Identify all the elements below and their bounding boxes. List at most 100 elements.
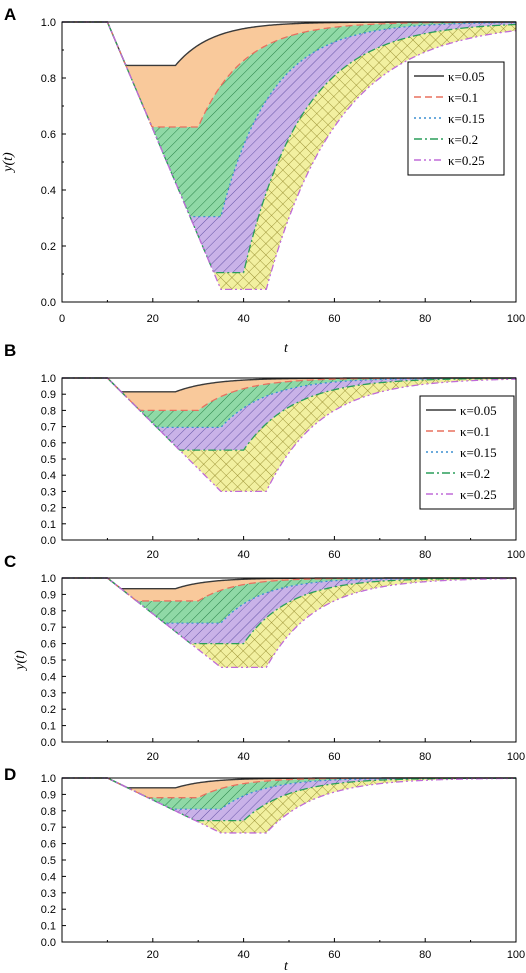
x-tick-label: 60	[328, 751, 340, 763]
x-tick-label: 40	[237, 313, 249, 325]
y-tick-label: 0.5	[41, 655, 56, 667]
x-tick-label: 20	[147, 313, 159, 325]
panel-a: A 0.0 0.2 0.4 0.6 0.8 1.0 0 20 40 60 80 100 t y(t) κ=0.…	[1, 5, 525, 356]
band-2	[62, 778, 516, 810]
x-tick-label: 100	[507, 313, 525, 325]
y-axis-label: y(t)	[1, 152, 16, 174]
series-line-3	[62, 21, 517, 218]
y-tick-label: 0.5	[41, 454, 56, 466]
y-tick-label: 0.2	[41, 503, 56, 515]
y-tick-label: 0.6	[41, 639, 56, 651]
x-tick-label: 100	[507, 549, 525, 561]
y-tick-label: 0.3	[41, 888, 56, 900]
x-tick-label: 60	[328, 549, 340, 561]
x-tick-label: 20	[147, 949, 159, 961]
legend-label: κ=0.2	[448, 132, 478, 147]
x-tick-label: 40	[237, 949, 249, 961]
y-tick-label: 0.5	[41, 855, 56, 867]
y-tick-label: 1.0	[41, 373, 56, 385]
y-tick-label: 0.6	[41, 438, 56, 450]
band-1	[62, 578, 516, 601]
band-4	[62, 378, 516, 492]
x-axis-label: t	[284, 341, 289, 356]
x-tick-label: 80	[419, 949, 431, 961]
y-tick-label: 0.0	[41, 535, 56, 547]
y-tick-label: 0.4	[41, 185, 56, 197]
y-tick-label: 0.7	[41, 422, 56, 434]
legend-label: κ=0.25	[460, 487, 497, 502]
band-3	[62, 578, 516, 644]
panel-letter: D	[4, 765, 16, 784]
y-tick-label: 0.7	[41, 622, 56, 634]
y-tick-label: 0.3	[41, 486, 56, 498]
series-line-4	[62, 777, 516, 822]
series-line-5	[62, 21, 517, 291]
y-tick-label: 0.2	[41, 241, 56, 253]
band-3	[62, 378, 516, 451]
x-tick-label: 20	[147, 751, 159, 763]
y-tick-label: 0.8	[41, 73, 56, 85]
band-4	[62, 778, 516, 833]
legend: κ=0.05 κ=0.1 κ=0.15 κ=0.2 κ=0.25	[419, 395, 515, 510]
y-tick-label: 0.6	[41, 839, 56, 851]
y-tick-label: 0.4	[41, 671, 56, 683]
x-tick-label: 40	[237, 751, 249, 763]
panel-letter: B	[4, 341, 16, 360]
y-tick-label: 0.9	[41, 789, 56, 801]
x-axis-label: t	[284, 959, 289, 973]
panel-b: B 0.0 0.1 0.2 0.3 0.4 0.5 0.6 0.7 0.8 0.9 1.0 20 40 60…	[4, 341, 525, 561]
x-tick-label: 60	[328, 949, 340, 961]
legend-label: κ=0.05	[460, 403, 497, 418]
y-tick-label: 0.2	[41, 704, 56, 716]
x-tick-label: 0	[59, 313, 65, 325]
series-line-5	[62, 777, 517, 834]
y-axis-label: y(t)	[13, 650, 28, 672]
band-2	[62, 378, 516, 428]
y-tick-label: 0.1	[41, 519, 56, 531]
y-tick-label: 0.8	[41, 606, 56, 618]
x-tick-label: 80	[419, 751, 431, 763]
band-1	[62, 378, 516, 411]
series-line-4	[62, 377, 517, 451]
band-2	[62, 22, 516, 217]
y-tick-label: 0.9	[41, 389, 56, 401]
legend-label: κ=0.15	[460, 445, 497, 460]
band-3	[62, 778, 516, 821]
y-tick-label: 0.8	[41, 806, 56, 818]
legend-label: κ=0.2	[460, 466, 490, 481]
legend-label: κ=0.1	[448, 90, 478, 105]
band-4	[62, 578, 516, 668]
x-tick-label: 100	[507, 751, 525, 763]
x-tick-label: 60	[328, 313, 340, 325]
x-tick-label: 20	[147, 549, 159, 561]
y-tick-label: 1.0	[41, 773, 56, 785]
y-tick-label: 0.0	[41, 737, 56, 749]
y-tick-label: 0.1	[41, 921, 56, 933]
band-1	[62, 778, 516, 798]
y-tick-label: 0.6	[41, 129, 56, 141]
panel-letter: A	[4, 5, 16, 24]
band-4	[62, 22, 516, 290]
y-tick-label: 0.2	[41, 904, 56, 916]
band-2	[62, 578, 516, 624]
x-tick-label: 80	[419, 313, 431, 325]
y-tick-label: 0.8	[41, 405, 56, 417]
legend-label: κ=0.1	[460, 424, 490, 439]
series-line-5	[62, 377, 517, 493]
panel-letter: C	[4, 552, 16, 571]
y-tick-label: 0.3	[41, 688, 56, 700]
y-tick-label: 0.4	[41, 871, 56, 883]
series-line-5	[62, 577, 517, 669]
y-tick-label: 0.0	[41, 937, 56, 949]
panel-c: C 0.0 0.1 0.2 0.3 0.4 0.5 0.6 0.7 0.8 0.9 1.0 20 40 60…	[4, 552, 525, 763]
y-tick-label: 1.0	[41, 573, 56, 585]
band-1	[62, 22, 516, 127]
y-tick-label: 1.0	[41, 17, 56, 29]
x-tick-label: 80	[419, 549, 431, 561]
legend: κ=0.05 κ=0.1 κ=0.15 κ=0.2 κ=0.25	[407, 61, 505, 176]
x-tick-label: 100	[507, 949, 525, 961]
legend-box	[419, 395, 515, 510]
series-line-4	[62, 21, 517, 274]
y-tick-label: 0.4	[41, 470, 56, 482]
